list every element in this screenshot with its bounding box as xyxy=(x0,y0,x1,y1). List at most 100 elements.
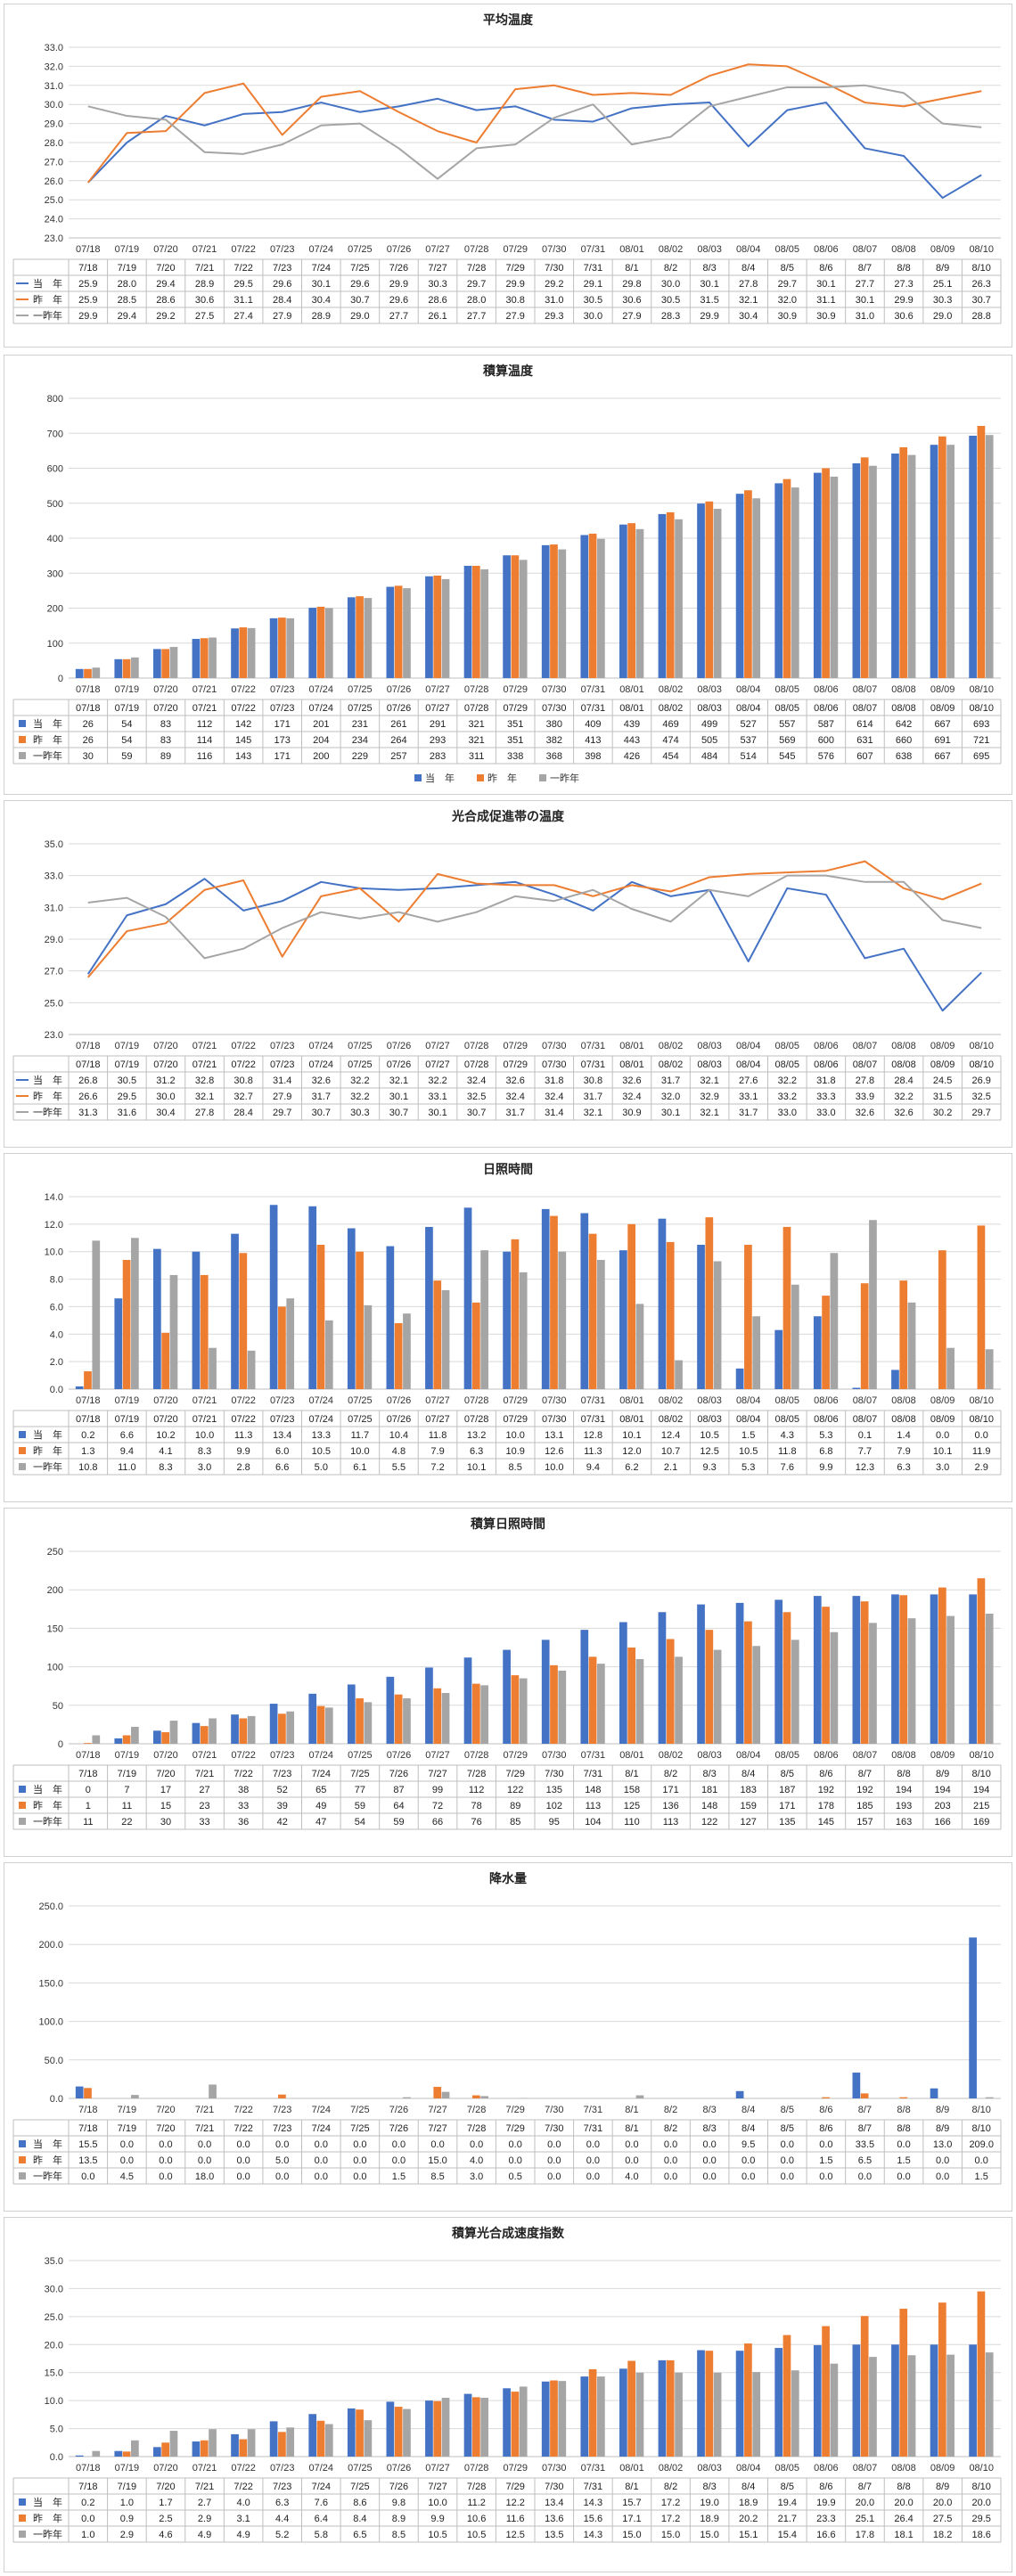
chart-2-table-header-cell: 08/05 xyxy=(775,703,800,714)
chart-5-x-tick-label: 07/19 xyxy=(115,1750,140,1761)
chart-5-table-value-cell: 49 xyxy=(315,1801,326,1811)
chart-3-table-value-cell: 30.8 xyxy=(584,1075,602,1086)
chart-4-table-value-cell: 6.6 xyxy=(120,1430,134,1441)
chart-2-table-value-cell: 321 xyxy=(468,719,484,730)
chart-3-table-value-cell: 24.5 xyxy=(933,1075,952,1086)
chart-4-y-tick-label: 0.0 xyxy=(50,1385,63,1395)
chart-5-bar-series-3 xyxy=(131,1726,139,1744)
chart-6-x-tick-label: 8/10 xyxy=(971,2105,990,2115)
chart-6-y-tick-label: 100.0 xyxy=(38,2017,63,2028)
chart-4-table-header-cell: 07/29 xyxy=(503,1414,528,1425)
chart-5-table-value-cell: 113 xyxy=(663,1817,679,1828)
chart-1-table-value-cell: 28.9 xyxy=(195,279,214,290)
chart-2-table-value-cell: 112 xyxy=(197,719,213,730)
chart-2-bar-series-2 xyxy=(84,668,92,678)
chart-2-x-tick-label: 07/19 xyxy=(115,684,140,695)
chart-4-bar-series-2 xyxy=(899,1280,908,1389)
chart-5-table-value-cell: 171 xyxy=(779,1801,795,1811)
chart-4-table-header-cell: 07/19 xyxy=(115,1414,140,1425)
chart-6-table-value-cell: 0.0 xyxy=(430,2139,444,2150)
chart-5-table-header-cell: 8/8 xyxy=(897,1769,910,1779)
chart-7-table-value-cell: 10.6 xyxy=(467,2514,486,2524)
chart-7-table-series-name: 昨 年 xyxy=(33,2512,62,2524)
chart-7-table-value-cell: 13.6 xyxy=(545,2514,563,2524)
chart-6-x-tick-label: 7/18 xyxy=(78,2105,97,2115)
chart-5-table-value-cell: 136 xyxy=(662,1801,678,1811)
chart-4-table-value-cell: 10.0 xyxy=(350,1446,369,1457)
chart-3-x-tick-label: 08/03 xyxy=(697,1041,722,1051)
chart-1-table-header-cell: 7/29 xyxy=(505,263,524,274)
chart-1-table-value-cell: 30.1 xyxy=(312,279,331,290)
chart-4-table-value-cell: 11.8 xyxy=(429,1430,447,1441)
chart-7-table-value-cell: 13.5 xyxy=(545,2530,563,2540)
chart-2-bar-series-3 xyxy=(403,588,411,678)
chart-3-table-value-cell: 30.2 xyxy=(933,1108,952,1118)
chart-2-bar-series-2 xyxy=(161,649,170,678)
chart-4-bar-series-1 xyxy=(192,1251,201,1389)
chart-7-table-value-cell: 29.5 xyxy=(971,2514,990,2524)
chart-1-table-value-cell: 29.2 xyxy=(545,279,563,290)
chart-4-x-tick-label: 07/22 xyxy=(231,1395,256,1406)
chart-1-table-value-cell: 30.6 xyxy=(195,295,214,306)
chart-4-table-header-cell: 08/09 xyxy=(930,1414,955,1425)
chart-3-table-value-cell: 27.6 xyxy=(739,1075,758,1086)
chart-5-table-value-cell: 0 xyxy=(86,1785,91,1795)
chart-1-y-tick-label: 28.0 xyxy=(45,138,63,149)
chart-1-table-value-cell: 31.1 xyxy=(816,295,835,306)
chart-4-y-tick-label: 12.0 xyxy=(45,1220,63,1231)
chart-6-table-series-name: 一昨年 xyxy=(33,2170,62,2182)
chart-5-legend-key-3 xyxy=(19,1818,26,1825)
chart-4-table-header-cell: 07/22 xyxy=(231,1414,256,1425)
chart-4-bar-series-2 xyxy=(627,1223,636,1389)
chart-7-bar-series-1 xyxy=(192,2441,201,2457)
chart-6-table-value-cell: 0.0 xyxy=(702,2139,716,2150)
chart-7-x-tick-label: 07/23 xyxy=(270,2463,295,2474)
chart-7-bar-series-3 xyxy=(869,2357,877,2457)
chart-7-table-value-cell: 9.8 xyxy=(392,2498,406,2508)
chart-3-table-value-cell: 30.5 xyxy=(118,1075,136,1086)
chart-2-table-value-cell: 409 xyxy=(585,719,601,730)
chart-5-table-value-cell: 145 xyxy=(818,1817,834,1828)
chart-6-table-header-cell: 8/5 xyxy=(781,2123,794,2134)
chart-2-bar-series-2 xyxy=(938,436,946,678)
chart-5-table-value-cell: 192 xyxy=(856,1785,873,1795)
chart-5-y-tick-label: 50 xyxy=(53,1701,63,1712)
chart-5-bar-series-2 xyxy=(433,1688,442,1744)
chart-2-legend-key-1 xyxy=(19,720,26,727)
chart-2-bar-series-1 xyxy=(231,628,239,678)
chart-4-x-tick-label: 07/25 xyxy=(348,1395,373,1406)
chart-7-x-tick-label: 07/24 xyxy=(309,2463,334,2474)
chart-2-table-header-cell: 07/26 xyxy=(387,703,412,714)
chart-4-x-tick-label: 08/04 xyxy=(736,1395,761,1406)
chart-4-bar-series-1 xyxy=(852,1387,861,1389)
chart-4-table-value-cell: 12.5 xyxy=(700,1446,718,1457)
chart-3-table-series-name: 昨 年 xyxy=(33,1090,62,1102)
chart-5-x-tick-label: 07/28 xyxy=(464,1750,489,1761)
chart-3-table-header-cell: 07/29 xyxy=(503,1059,528,1070)
chart-4-table-value-cell: 10.1 xyxy=(622,1430,641,1441)
chart-svg: 積算光合成速度指数 0.0 5.0 10.0 15.0 20.0 25.0 30.0 35.0 0… xyxy=(12,2226,1002,2543)
chart-6-x-tick-label: 7/23 xyxy=(273,2105,291,2115)
chart-3-table-value-cell: 31.2 xyxy=(156,1075,175,1086)
chart-1-table-value-cell: 30.1 xyxy=(856,295,874,306)
chart-5-bar-series-1 xyxy=(153,1730,161,1744)
chart-5-table-header-cell: 7/29 xyxy=(505,1769,524,1779)
chart-7-table-value-cell: 7.6 xyxy=(315,2498,328,2508)
chart-5-bar-series-2 xyxy=(744,1621,752,1744)
chart-2-table-header-cell: 07/23 xyxy=(270,703,295,714)
chart-6-x-tick-label: 7/28 xyxy=(467,2105,486,2115)
chart-7-table-value-cell: 8.5 xyxy=(392,2530,406,2540)
chart-5-table-header-cell: 8/5 xyxy=(781,1769,794,1779)
chart-3-y-tick-label: 29.0 xyxy=(45,935,63,945)
chart-7-table-header-cell: 8/4 xyxy=(742,2482,755,2492)
chart-5-bar-series-2 xyxy=(394,1694,403,1744)
chart-2-table-value-cell: 505 xyxy=(701,735,717,746)
chart-4-bar-series-2 xyxy=(356,1251,364,1389)
chart-7-table-value-cell: 9.9 xyxy=(430,2514,444,2524)
chart-1-table-value-cell: 32.0 xyxy=(778,295,797,306)
chart-2-table-value-cell: 116 xyxy=(197,751,213,762)
chart-5-table-value-cell: 23 xyxy=(199,1801,209,1811)
chart-1-x-tick-label: 07/21 xyxy=(193,244,217,255)
chart-7-bar-series-3 xyxy=(791,2370,799,2457)
chart-2-y-tick-label: 400 xyxy=(47,534,63,544)
